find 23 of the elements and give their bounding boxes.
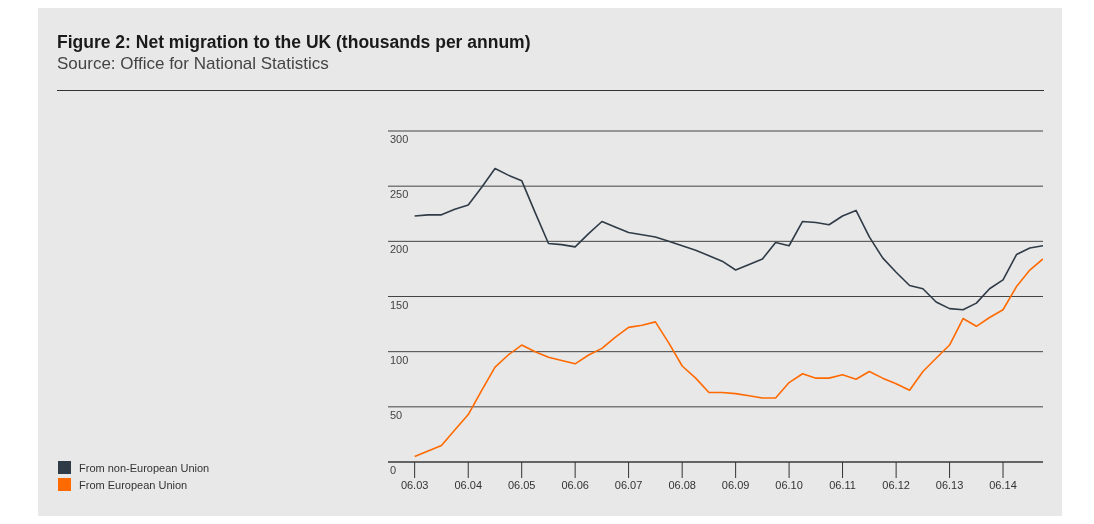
x-tick-label: 06.10 (775, 478, 803, 491)
chart-title: Figure 2: Net migration to the UK (thousands per annum) (57, 32, 531, 53)
legend-label: From European Union (79, 478, 188, 491)
y-tick-label: 0 (390, 464, 397, 476)
x-tick-label: 06.09 (721, 478, 750, 491)
x-tick-label: 06.07 (614, 478, 643, 491)
y-tick-label: 300 (390, 133, 409, 145)
x-tick-label: 06.03 (400, 478, 429, 491)
x-tick-label: 06.11 (829, 478, 856, 491)
source-note: Source: Office for National Statistics (57, 54, 329, 74)
y-tick-label: 100 (390, 353, 409, 366)
y-tick-label: 250 (390, 188, 409, 201)
x-tick-label: 06.08 (668, 478, 696, 491)
x-tick-label: 06.04 (454, 478, 483, 491)
y-tick-label: 200 (390, 243, 409, 256)
y-tick-label: 150 (390, 298, 409, 311)
y-tick-label: 50 (390, 408, 403, 421)
x-tick-label: 06.06 (561, 478, 589, 491)
x-tick-label: 06.05 (507, 478, 536, 491)
x-tick-label: 06.14 (989, 478, 1017, 491)
x-tick-label: 06.12 (882, 478, 910, 491)
legend-label: From non-European Union (79, 461, 210, 474)
x-tick-label: 06.13 (935, 478, 964, 491)
